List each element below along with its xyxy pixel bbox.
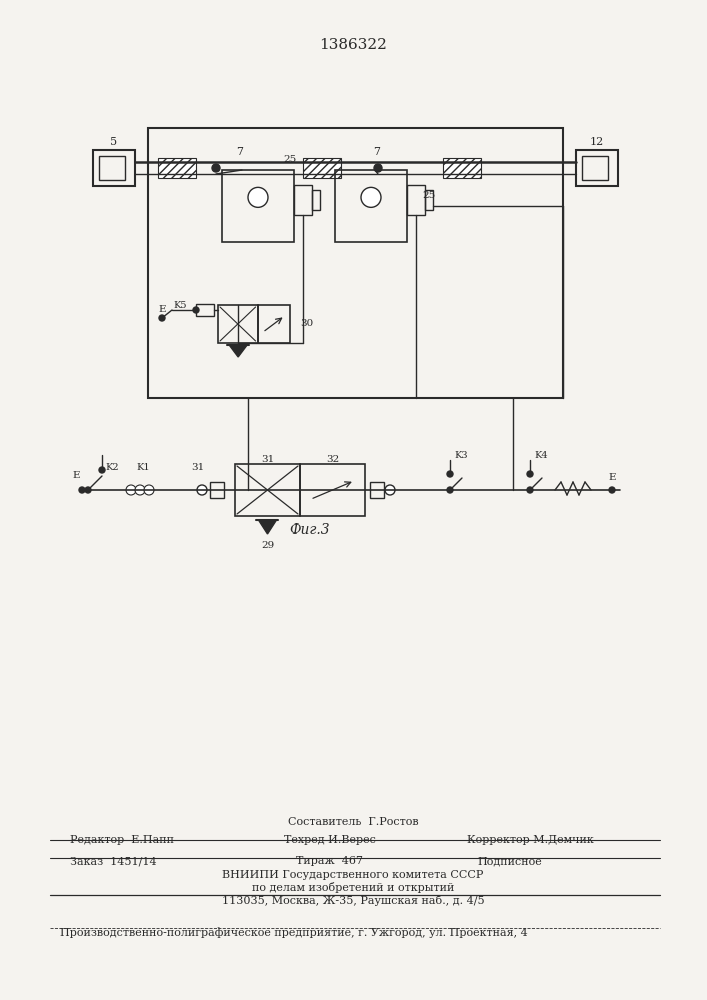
Text: 5: 5 — [110, 137, 117, 147]
Text: 7: 7 — [373, 147, 380, 157]
Circle shape — [126, 485, 136, 495]
Text: K4: K4 — [534, 450, 548, 460]
Text: 31: 31 — [192, 464, 204, 473]
Text: Фиг.3: Фиг.3 — [290, 523, 330, 537]
Text: по делам изобретений и открытий: по делам изобретений и открытий — [252, 882, 454, 893]
Circle shape — [374, 164, 382, 172]
Circle shape — [527, 487, 533, 493]
Bar — [303, 158, 341, 178]
Text: 25: 25 — [422, 190, 436, 200]
Text: Подписное: Подписное — [478, 856, 542, 866]
Circle shape — [159, 315, 165, 321]
Text: Заказ  1451/14: Заказ 1451/14 — [70, 856, 157, 866]
Bar — [210, 482, 224, 498]
Bar — [99, 156, 125, 180]
Bar — [125, 485, 153, 495]
Bar — [335, 170, 407, 242]
Circle shape — [99, 467, 105, 473]
Text: 32: 32 — [326, 456, 339, 464]
Text: Производственно-полиграфическое предприятие, г. Ужгород, ул. Проектная, 4: Производственно-полиграфическое предприя… — [60, 927, 527, 938]
Bar — [425, 190, 433, 210]
Circle shape — [447, 487, 453, 493]
Circle shape — [385, 485, 395, 495]
Text: K2: K2 — [105, 464, 119, 473]
Text: Составитель  Г.Ростов: Составитель Г.Ростов — [288, 817, 419, 827]
Bar — [370, 482, 384, 498]
Bar — [582, 156, 608, 180]
Bar — [294, 185, 312, 215]
Text: 12: 12 — [590, 137, 604, 147]
Bar — [257, 305, 290, 343]
Circle shape — [212, 164, 220, 172]
Bar — [443, 158, 481, 178]
Text: 1386322: 1386322 — [319, 38, 387, 52]
Text: 25: 25 — [284, 155, 297, 164]
Bar — [148, 128, 563, 398]
Text: E: E — [158, 306, 165, 314]
Bar — [407, 185, 425, 215]
Circle shape — [197, 485, 207, 495]
Text: 30: 30 — [300, 320, 313, 328]
Circle shape — [79, 487, 85, 493]
Bar — [158, 158, 196, 178]
Text: E: E — [72, 472, 80, 481]
Circle shape — [248, 187, 268, 207]
Text: K5: K5 — [173, 302, 187, 310]
Text: K1: K1 — [136, 464, 150, 473]
Bar — [312, 190, 320, 210]
Text: Тираж  467: Тираж 467 — [296, 856, 363, 866]
Text: 31: 31 — [261, 456, 274, 464]
Bar — [218, 305, 257, 343]
Text: E: E — [608, 474, 616, 483]
Text: 7: 7 — [237, 147, 243, 157]
Text: Редактор  Е.Папп: Редактор Е.Папп — [70, 835, 174, 845]
Circle shape — [527, 471, 533, 477]
Bar — [576, 150, 618, 186]
Text: ВНИИПИ Государственного комитета СССР: ВНИИПИ Государственного комитета СССР — [222, 870, 484, 880]
Circle shape — [609, 487, 615, 493]
Circle shape — [193, 307, 199, 313]
Circle shape — [135, 485, 145, 495]
Bar — [300, 464, 365, 516]
Text: 29: 29 — [261, 542, 274, 550]
Bar — [235, 464, 300, 516]
Bar — [222, 170, 294, 242]
Circle shape — [361, 187, 381, 207]
Polygon shape — [259, 520, 276, 534]
Circle shape — [447, 471, 453, 477]
Circle shape — [85, 487, 91, 493]
Text: Корректор М.Демчик: Корректор М.Демчик — [467, 835, 593, 845]
Circle shape — [144, 485, 154, 495]
Bar — [196, 304, 214, 316]
Bar — [93, 150, 135, 186]
Polygon shape — [229, 345, 247, 357]
Text: Техред И.Верес: Техред И.Верес — [284, 835, 376, 845]
Text: 113035, Москва, Ж-35, Раушская наб., д. 4/5: 113035, Москва, Ж-35, Раушская наб., д. … — [222, 895, 484, 906]
Text: K3: K3 — [454, 450, 467, 460]
